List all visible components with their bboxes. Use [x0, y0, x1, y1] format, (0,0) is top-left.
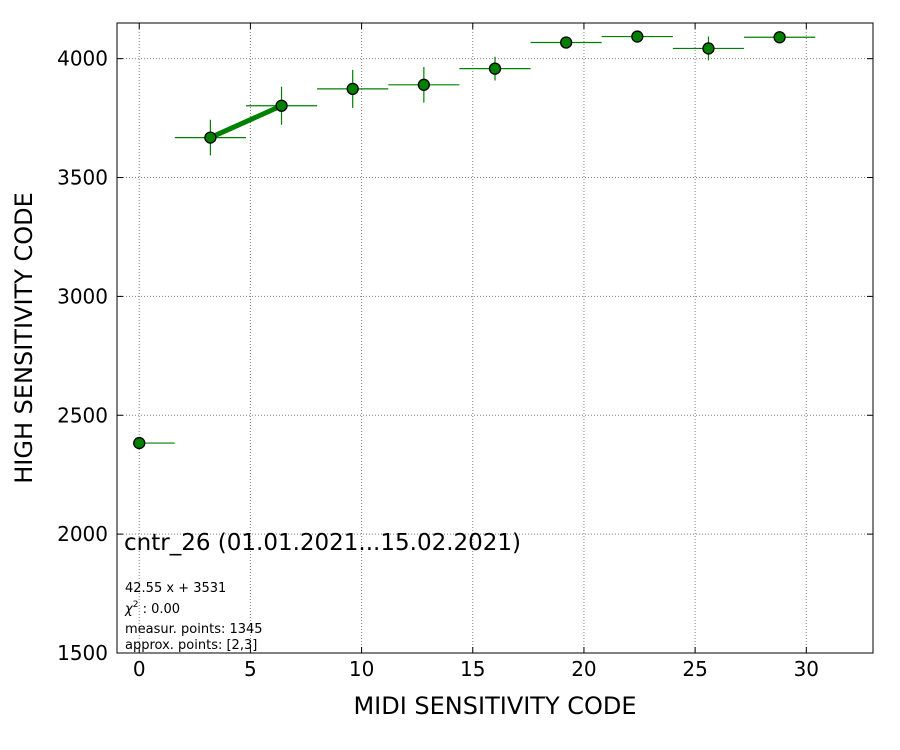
chi-value: : 0.00	[138, 602, 180, 617]
chi-exponent: 2	[133, 600, 139, 610]
annotation-title: cntr_26 (01.01.2021...15.02.2021)	[124, 530, 521, 556]
data-point	[631, 30, 644, 43]
y-tick-label: 3500	[57, 166, 108, 190]
plot-frame	[116, 22, 874, 654]
x-tick-label: 25	[682, 657, 707, 681]
y-tick-label: 3000	[57, 284, 108, 308]
plot-background	[117, 23, 873, 653]
data-point	[417, 78, 430, 91]
x-tick-label: 20	[571, 657, 596, 681]
annotation-chi: χ2 : 0.00	[124, 600, 180, 617]
markers	[133, 30, 786, 450]
y-tick-label: 2500	[57, 403, 108, 427]
y-axis-label: HIGH SENSITIVITY CODE	[10, 192, 38, 484]
data-point	[346, 82, 359, 96]
x-tick-label: 10	[349, 657, 374, 681]
x-tick-label: 5	[244, 657, 257, 681]
x-tick-label: 30	[794, 657, 819, 681]
tick-labels: 0 5 10 15 20 25 30 1500 2000 2500 3000 3500 4000	[57, 47, 819, 681]
x-tick-label: 15	[460, 657, 485, 681]
data-point	[488, 62, 502, 75]
y-tick-label: 4000	[57, 47, 108, 71]
data-point	[702, 42, 715, 55]
y-tick-label: 1500	[57, 641, 108, 665]
fit-line	[209, 103, 283, 140]
annotation-approx: approx. points: [2,3]	[125, 638, 257, 653]
chi-symbol: χ	[124, 602, 134, 617]
x-axis-label: MIDI SENSITIVITY CODE	[353, 692, 636, 720]
y-tick-label: 2000	[57, 522, 108, 546]
data-point	[275, 99, 288, 112]
data-point	[560, 36, 573, 49]
data-point	[133, 436, 146, 450]
annotation-equation: 42.55 x + 3531	[125, 581, 226, 596]
fit-line-group	[209, 103, 283, 140]
data-point	[204, 131, 217, 144]
data-point	[773, 31, 786, 44]
x-tick-label: 0	[133, 657, 146, 681]
annotation-measured: measur. points: 1345	[125, 622, 263, 637]
